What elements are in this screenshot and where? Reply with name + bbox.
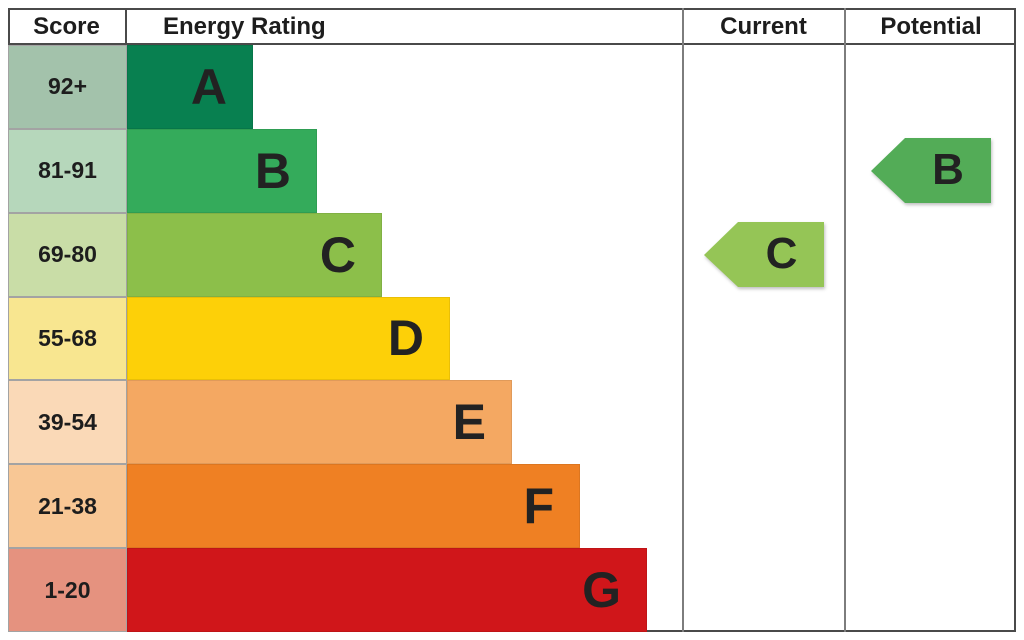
rating-letter: F <box>523 478 554 535</box>
current-column-divider-line <box>682 8 684 632</box>
score-range-label: 39-54 <box>38 408 97 435</box>
rating-bar: D <box>127 296 450 381</box>
header-divider-line <box>8 43 1016 45</box>
potential-column-divider-line <box>844 8 846 632</box>
left-pointer-icon <box>704 222 824 288</box>
rating-bar: G <box>127 548 647 632</box>
score-range-cell: 1-20 <box>8 548 127 632</box>
column-header-energy-rating: Energy Rating <box>163 12 326 40</box>
rating-letter: B <box>254 142 291 199</box>
score-range-label: 55-68 <box>38 324 97 351</box>
rating-bar: A <box>127 45 253 129</box>
rating-bar: B <box>127 128 317 213</box>
column-header-score: Score <box>33 12 100 40</box>
score-range-cell: 55-68 <box>8 296 127 381</box>
score-range-cell: 21-38 <box>8 464 127 549</box>
score-range-cell: 39-54 <box>8 380 127 465</box>
potential-rating-letter: B <box>932 144 964 194</box>
left-pointer-icon <box>870 138 991 204</box>
score-range-label: 21-38 <box>38 492 97 519</box>
column-header-potential: Potential <box>880 12 982 40</box>
score-range-label: 81-91 <box>38 157 97 184</box>
rating-letter: E <box>452 394 486 451</box>
score-column-divider-line <box>125 8 127 45</box>
current-rating-arrow: C <box>703 221 825 288</box>
score-range-label: 92+ <box>47 73 87 100</box>
rating-bar: E <box>127 380 512 465</box>
score-range-cell: 81-91 <box>8 128 127 213</box>
rating-letter: G <box>582 562 621 619</box>
score-range-label: 69-80 <box>38 241 97 268</box>
rating-letter: C <box>319 226 356 283</box>
rating-letter: D <box>387 310 424 367</box>
potential-rating-arrow: B <box>870 137 992 204</box>
score-range-cell: 69-80 <box>8 212 127 297</box>
rating-bar: C <box>127 212 382 297</box>
column-header-current: Current <box>720 12 807 40</box>
score-range-label: 1-20 <box>44 576 91 603</box>
score-range-cell: 92+ <box>8 45 127 129</box>
current-rating-letter: C <box>765 228 798 278</box>
rating-letter: A <box>190 58 227 115</box>
rating-bar: F <box>127 464 580 549</box>
